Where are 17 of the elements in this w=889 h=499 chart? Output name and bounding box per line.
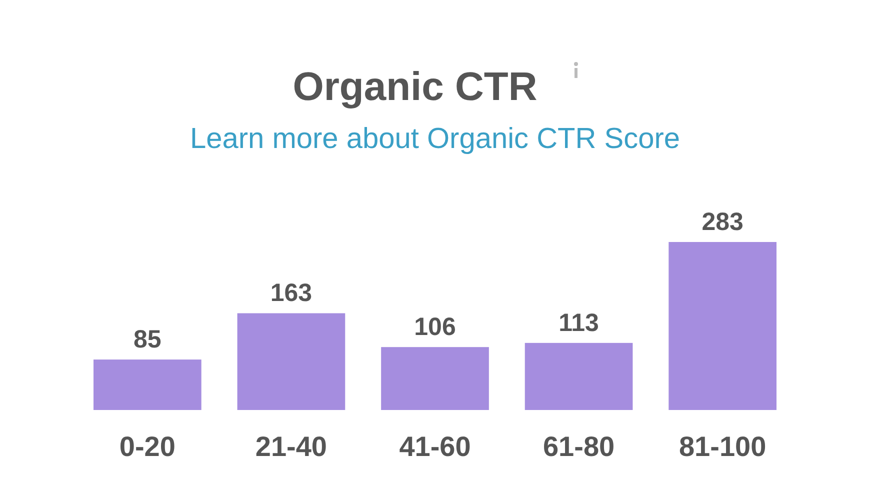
bar <box>94 360 202 410</box>
chart-subtitle: Learn more about Organic CTR Score <box>190 123 680 155</box>
x-tick-label: 41-60 <box>399 431 471 462</box>
bar <box>524 342 633 410</box>
bar <box>381 347 489 410</box>
chart-title: Organic CTR <box>292 65 538 109</box>
data-label: 106 <box>414 313 456 342</box>
data-label: 113 <box>558 308 599 337</box>
x-tick-label: 0-20 <box>119 431 176 462</box>
data-label: 85 <box>134 326 162 354</box>
x-tick-label: 21-40 <box>255 431 328 462</box>
data-label: 163 <box>270 279 312 308</box>
bar <box>668 242 776 410</box>
x-tick-label: 61-80 <box>542 431 615 462</box>
x-tick-label: 81-100 <box>678 431 766 462</box>
data-label: 283 <box>702 208 744 236</box>
bar <box>237 313 346 410</box>
